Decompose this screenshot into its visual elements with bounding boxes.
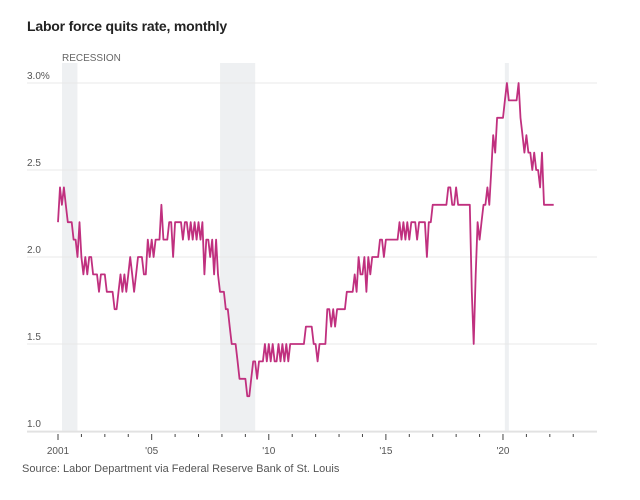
recession-label: RECESSION [62,53,121,64]
y-tick-label: 1.5 [27,332,41,343]
x-tick-label: '10 [262,446,275,457]
recession-band [220,63,256,431]
recession-band [504,63,509,431]
chart-title: Labor force quits rate, monthly [27,18,227,34]
y-axis-ticks: 3.0% 2.5 2.0 1.5 1.0 [27,71,50,430]
x-tick-label: '15 [379,446,392,457]
y-tick-label: 2.5 [27,158,41,169]
y-tick-label: 3.0% [27,71,50,82]
series-layer [57,82,554,398]
x-tick-label: '20 [496,446,509,457]
y-tick-label: 2.0 [27,245,41,256]
source-note: Source: Labor Department via Federal Res… [22,463,340,475]
gridlines [27,82,597,432]
y-tick-label: 1.0 [27,419,41,430]
x-tick-label: '05 [145,446,158,457]
x-axis: 2001 '05 '10 '15 '20 [27,431,597,457]
x-tick-label: 2001 [47,446,70,457]
recession-band [61,63,78,431]
series-line [57,82,554,398]
recession-bands: RECESSION [61,53,509,431]
